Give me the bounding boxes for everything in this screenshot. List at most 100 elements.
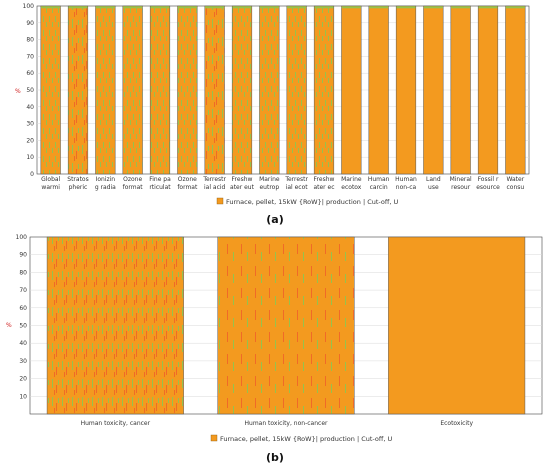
y-tick-label: 70 — [26, 53, 34, 60]
y-tick-label: 100 — [16, 234, 28, 241]
category-label: resour — [451, 184, 471, 191]
y-tick-label: 70 — [19, 287, 27, 294]
bar — [149, 5, 171, 175]
category-label: Ecotoxicity — [440, 420, 473, 427]
bar — [450, 5, 471, 175]
bar-top-band — [177, 6, 197, 9]
bar-top-band — [150, 6, 170, 9]
bar-top-band — [232, 6, 252, 9]
y-tick-label: 100 — [23, 3, 35, 10]
category-label: Global — [41, 176, 60, 183]
panel-a-caption: (a) — [266, 213, 283, 226]
category-label: Stratos — [67, 176, 88, 183]
bar-top-band — [478, 6, 498, 9]
bar — [388, 236, 526, 415]
bar-top-band — [41, 6, 61, 9]
bar — [505, 5, 526, 175]
panel-a-gridlines — [37, 22, 529, 158]
panel-b-legend-label: Furnace, pellet, 15kW {RoW}| production … — [220, 435, 392, 443]
category-label: ial acid — [204, 184, 226, 191]
y-tick-label: 90 — [19, 252, 27, 259]
category-label: Terrestr — [202, 176, 226, 183]
category-label: format — [123, 184, 144, 191]
bar — [40, 5, 61, 175]
category-label: Ozone — [123, 176, 142, 183]
panel-a-y-ticks: 0 10 20 30 40 50 60 70 80 90 100 — [23, 3, 35, 178]
panel-a-legend-label: Furnace, pellet, 15kW {RoW}| production … — [226, 198, 398, 206]
category-label: Freshw — [232, 176, 253, 183]
category-label: eutrop — [259, 184, 279, 191]
category-label: Fossil r — [478, 176, 499, 183]
bar — [204, 5, 225, 175]
bar — [67, 5, 89, 175]
panel-b-category-labels: Human toxicity, cancer Human toxicity, no… — [81, 420, 474, 427]
y-tick-label: 80 — [26, 37, 34, 44]
y-tick-label: 80 — [19, 269, 27, 276]
category-label: Human toxicity, cancer — [81, 420, 151, 427]
bar-top-band — [423, 6, 443, 9]
y-tick-label: 30 — [19, 358, 27, 365]
panel-a-bars — [40, 5, 526, 175]
category-label: Human — [395, 176, 417, 183]
category-label: Marine — [341, 176, 362, 183]
category-label: Marine — [259, 176, 280, 183]
category-label: use — [428, 184, 439, 191]
category-label: Mineral — [450, 176, 472, 183]
bar — [341, 5, 362, 175]
bar — [95, 5, 116, 175]
bar-top-band — [451, 6, 471, 9]
panel-b: 10 20 30 40 50 60 70 80 90 100 % Human toxicity, … — [6, 234, 543, 464]
category-label: Ionizin — [96, 176, 116, 183]
panel-a-legend-swatch — [216, 197, 224, 205]
y-tick-label: 10 — [26, 154, 34, 161]
y-tick-label: 60 — [19, 305, 27, 312]
category-label: warmi — [41, 184, 60, 191]
bar-top-band — [95, 6, 115, 9]
category-label: ater eut — [230, 184, 255, 191]
category-label: Terrestr — [284, 176, 308, 183]
bar — [368, 5, 389, 175]
category-label: Human — [368, 176, 390, 183]
category-label: non-ca — [396, 184, 417, 191]
bar — [477, 5, 499, 175]
category-label: Human toxicity, non-cancer — [245, 420, 328, 427]
bar-top-band — [314, 6, 334, 9]
y-tick-label: 20 — [26, 137, 34, 144]
bar — [395, 5, 417, 175]
bar — [423, 5, 444, 175]
bar — [286, 5, 307, 175]
bar-top-band — [341, 6, 361, 9]
bar-top-band — [68, 6, 88, 9]
y-tick-label: 30 — [26, 121, 34, 128]
panel-b-legend-swatch — [210, 434, 218, 442]
category-label: g radia — [95, 184, 116, 191]
category-label: carcin — [370, 184, 388, 191]
panel-b-caption: (b) — [266, 451, 284, 464]
bar — [122, 5, 143, 175]
panel-b-y-ticks: 10 20 30 40 50 60 70 80 90 100 — [16, 234, 28, 400]
category-label: Ozone — [178, 176, 197, 183]
category-label: Land — [426, 176, 441, 183]
y-tick-label: 90 — [26, 20, 34, 27]
category-label: consu — [506, 184, 524, 191]
category-label: rticulat — [149, 184, 171, 191]
bar-top-band — [259, 6, 279, 9]
bar-top-band — [205, 6, 225, 9]
bar-top-band — [287, 6, 307, 9]
bar — [217, 236, 355, 415]
category-label: Freshw — [314, 176, 335, 183]
bar — [231, 5, 253, 175]
category-label: ater ec — [313, 184, 334, 191]
bar-top-band — [505, 6, 525, 9]
panel-a-y-axis-symbol: % — [15, 88, 21, 95]
y-tick-label: 60 — [26, 70, 34, 77]
y-tick-label: 40 — [26, 104, 34, 111]
category-label: esource — [476, 184, 500, 191]
category-label: Fine pa — [149, 176, 171, 183]
y-tick-label: 50 — [26, 87, 34, 94]
y-tick-label: 50 — [19, 323, 27, 330]
y-tick-label: 40 — [19, 340, 27, 347]
